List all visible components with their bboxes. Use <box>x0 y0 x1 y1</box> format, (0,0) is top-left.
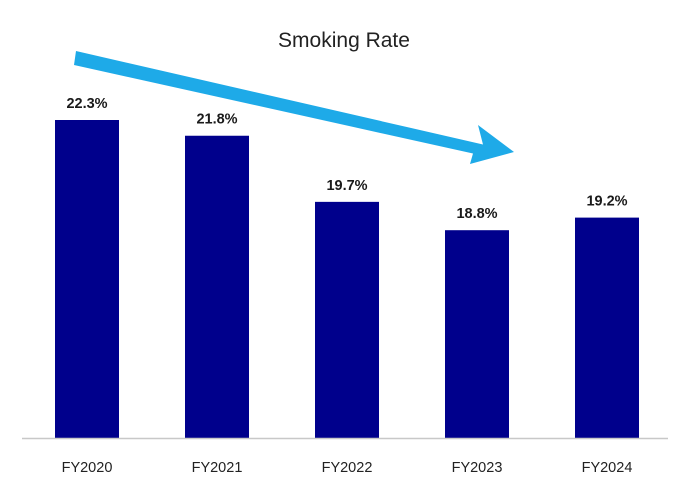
bar-fy2020 <box>55 120 119 438</box>
trend-arrow-icon <box>74 51 514 164</box>
x-axis-tick-labels: FY2020 FY2021 FY2022 FY2023 FY2024 <box>62 460 633 476</box>
chart-title: Smoking Rate <box>278 29 410 52</box>
bar-fy2024 <box>575 217 639 438</box>
data-labels-layer: 22.3% 21.8% 19.7% 18.8% 19.2% <box>66 96 627 222</box>
tick-label-fy2024: FY2024 <box>582 460 633 476</box>
data-label-fy2023: 18.8% <box>456 206 497 222</box>
tick-label-fy2021: FY2021 <box>192 460 243 476</box>
data-label-fy2022: 19.7% <box>326 178 367 194</box>
bar-fy2023 <box>445 230 509 438</box>
bars-layer <box>55 120 639 439</box>
data-label-fy2024: 19.2% <box>586 194 627 210</box>
tick-label-fy2023: FY2023 <box>452 460 503 476</box>
data-label-fy2021: 21.8% <box>196 112 237 128</box>
tick-label-fy2020: FY2020 <box>62 460 113 476</box>
bar-fy2021 <box>185 135 249 439</box>
bar-fy2022 <box>315 201 379 438</box>
tick-label-fy2022: FY2022 <box>322 460 373 476</box>
data-label-fy2020: 22.3% <box>66 96 107 112</box>
